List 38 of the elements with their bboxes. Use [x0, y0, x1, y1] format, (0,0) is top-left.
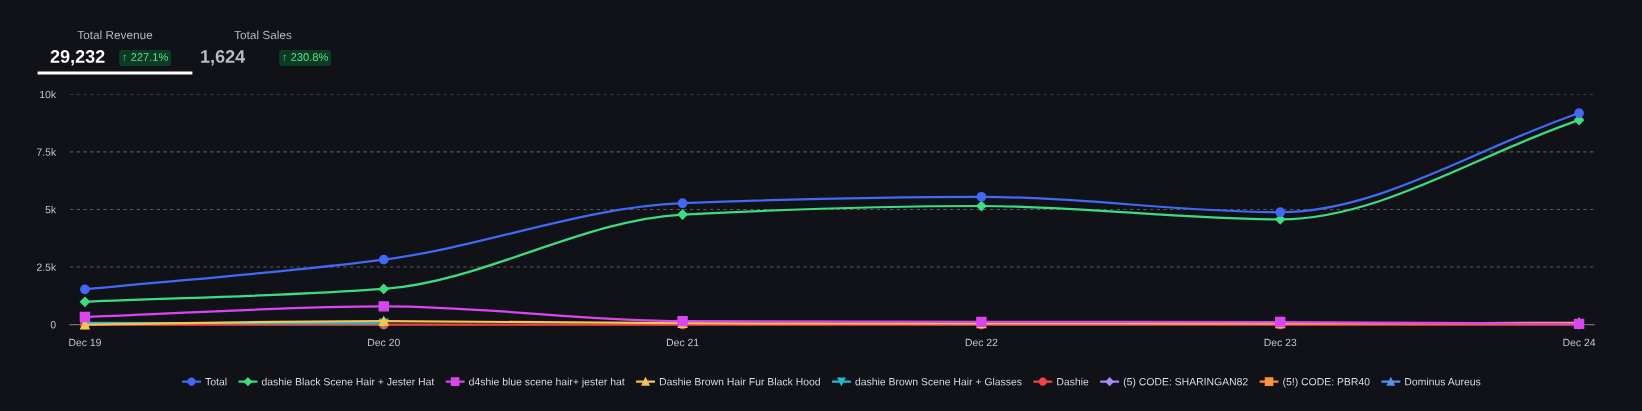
point — [677, 198, 688, 209]
x-tick-label: Dec 23 — [1264, 338, 1297, 347]
text: Total Revenue — [77, 30, 153, 40]
text: 29,232 — [50, 50, 105, 66]
point — [1574, 108, 1584, 119]
y-tick-label: 7.5k — [36, 148, 57, 156]
text: ↑ 230.8% — [283, 53, 328, 62]
y-tick-label: 5k — [45, 205, 57, 214]
point — [378, 254, 389, 265]
point — [976, 191, 987, 202]
point — [80, 284, 90, 295]
text: Total Sales — [234, 30, 292, 40]
point — [677, 209, 688, 220]
point — [976, 200, 987, 212]
legend-label: Dashie Brown Hair Fur Black Hood — [659, 377, 820, 386]
text: ↑ 227.1% — [123, 53, 168, 62]
x-tick-label: Dec 22 — [965, 338, 998, 347]
legend-label: dashie Brown Scene Hair + Glasses — [855, 377, 1022, 386]
x-tick-label: Dec 19 — [69, 338, 101, 347]
legend-label: d4shie blue scene hair+ jester hat — [469, 377, 625, 388]
legend-label: Dashie — [1057, 377, 1089, 386]
x-tick-label: Dec 21 — [666, 338, 699, 347]
y-tick-label: 2.5k — [36, 263, 57, 271]
point — [378, 301, 389, 312]
text: 1,624 — [201, 50, 246, 66]
legend-label: (5!) CODE: PBR40 — [1283, 377, 1370, 388]
point — [79, 311, 91, 323]
x-tick-label: Dec 20 — [368, 338, 400, 347]
legend-label: Total — [205, 377, 227, 386]
legend-label: Dominus Aureus — [1405, 377, 1481, 386]
legend-label: dashie Black Scene Hair + Jester Hat — [261, 377, 435, 386]
point — [378, 283, 389, 295]
legend-label: (5) CODE: SHARINGAN82 — [1123, 377, 1248, 388]
x-tick-label: Dec 24 — [1563, 338, 1596, 347]
y-tick-label: 10k — [40, 90, 57, 99]
y-tick-label: 0 — [50, 321, 56, 329]
point — [79, 296, 91, 307]
point — [1275, 207, 1286, 218]
